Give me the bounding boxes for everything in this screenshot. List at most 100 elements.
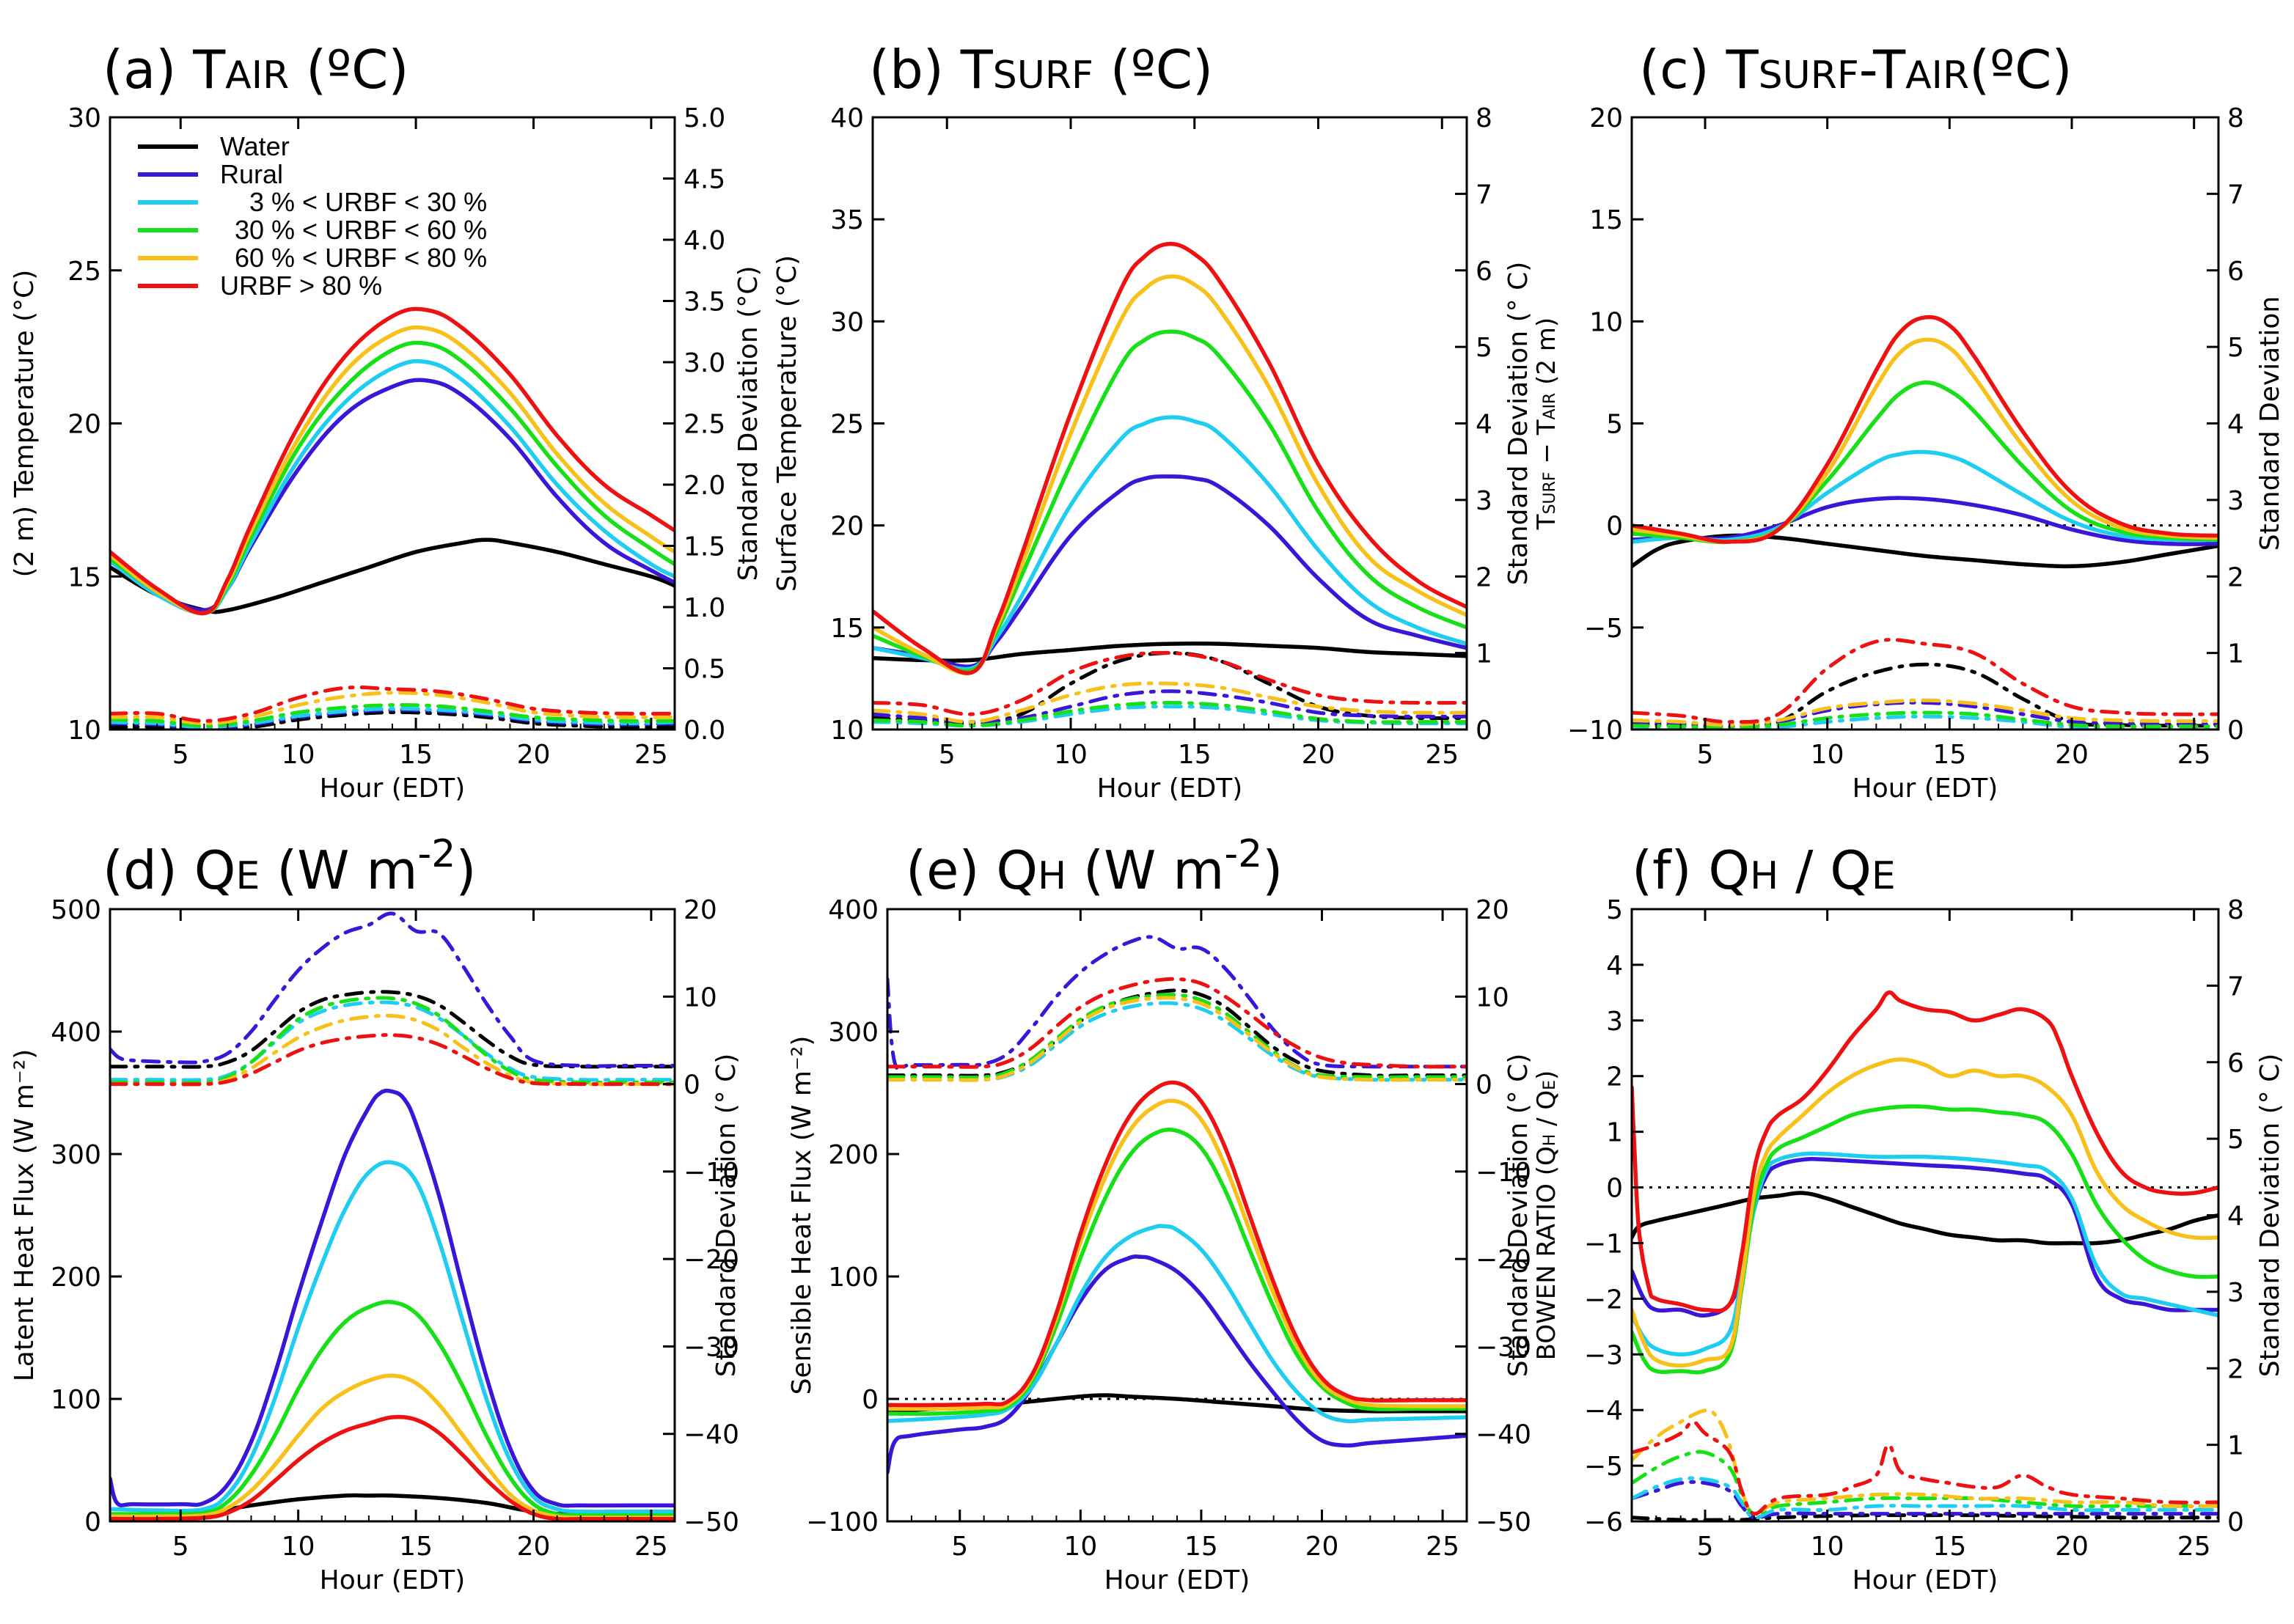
y2-tick-label: 1.5 xyxy=(684,532,725,562)
y-axis-label: TSURF − TAIR (2 m) xyxy=(1532,317,1561,530)
y2-axis-label: Standard Deviation xyxy=(2255,296,2285,551)
y-tick-label: 30 xyxy=(830,307,864,337)
y-axis-label: Latent Heat Flux (W m⁻²) xyxy=(10,1049,40,1382)
x-tick-label: 20 xyxy=(2055,1532,2089,1562)
series-line-water xyxy=(110,537,675,614)
y2-tick-label: −20 xyxy=(1476,1245,1531,1275)
series-line-rural xyxy=(1632,1157,2218,1318)
y2-axis-label: Standard Deviation (° C) xyxy=(1503,1054,1533,1378)
x-tick-label: 15 xyxy=(1932,1532,1966,1562)
series-line-rural-sd xyxy=(887,935,1467,1072)
y2-tick-label: 0 xyxy=(1476,716,1492,746)
y2-tick-label: 2 xyxy=(1476,562,1492,592)
series-line-rural xyxy=(887,1254,1467,1474)
x-tick-label: 10 xyxy=(1054,740,1088,770)
series-line-u30_60 xyxy=(873,329,1467,674)
panel-title-b: (b) TSURF (ºC) xyxy=(869,39,1213,100)
series-line-u3_30-sd xyxy=(1632,714,2218,730)
y-tick-label: 40 xyxy=(830,103,864,133)
y-tick-label: 400 xyxy=(51,1018,101,1048)
y-tick-label: 0 xyxy=(862,1385,879,1415)
y2-tick-label: −10 xyxy=(684,1158,739,1188)
series-group xyxy=(110,911,675,1521)
y2-axis-label: Standard Deviation (° C) xyxy=(2255,1054,2285,1378)
y-tick-label: 30 xyxy=(67,103,101,133)
y2-tick-label: 8 xyxy=(1476,103,1492,133)
x-tick-label: 5 xyxy=(951,1532,968,1562)
series-line-u3_30 xyxy=(1632,449,2218,544)
series-line-u60_80-sd xyxy=(887,996,1467,1082)
y-tick-label: 4 xyxy=(1606,951,1623,981)
y2-tick-label: 3 xyxy=(1476,486,1492,516)
series-line-u80 xyxy=(110,1414,675,1521)
y2-tick-label: 7 xyxy=(2227,971,2244,1002)
x-tick-label: 10 xyxy=(282,1532,315,1562)
y2-tick-label: 0 xyxy=(1476,1070,1492,1101)
series-line-water xyxy=(873,641,1467,663)
y-axis-label: Sensible Heat Flux (W m⁻²) xyxy=(787,1036,817,1395)
x-axis-label: Hour (EDT) xyxy=(1853,774,1998,804)
y2-tick-label: 4.0 xyxy=(684,226,725,256)
series-line-u80 xyxy=(1632,990,2218,1313)
y2-tick-label: 10 xyxy=(1476,982,1509,1013)
y2-tick-label: 7 xyxy=(2227,180,2244,210)
x-axis-label: Hour (EDT) xyxy=(1097,774,1243,804)
y-tick-label: 0 xyxy=(84,1507,101,1537)
plot-frame xyxy=(871,116,1468,731)
x-tick-label: 15 xyxy=(1184,1532,1218,1562)
y2-tick-label: 4 xyxy=(1476,410,1492,440)
y-axis-label: BOWEN RATIO (QH / QE) xyxy=(1532,1070,1561,1361)
x-tick-label: 5 xyxy=(172,1532,189,1562)
series-line-u60_80-sd xyxy=(110,691,675,726)
y2-tick-label: 5 xyxy=(2227,1125,2244,1155)
y2-axis-label: Standard Deviation (°C) xyxy=(733,265,763,581)
y2-tick-label: −30 xyxy=(684,1332,739,1362)
series-group xyxy=(110,306,675,730)
series-line-u60_80 xyxy=(1632,1057,2218,1368)
series-line-u30_60 xyxy=(1632,381,2218,545)
series-line-u3_30 xyxy=(110,1160,675,1514)
y2-tick-label: 2.0 xyxy=(684,471,725,501)
panel-title-d: (d) QE (W m-2) xyxy=(103,832,476,901)
x-tick-label: 20 xyxy=(1305,1532,1339,1562)
y2-tick-label: 10 xyxy=(684,982,717,1013)
y2-tick-label: 8 xyxy=(2227,895,2244,925)
x-tick-label: 5 xyxy=(1697,740,1714,770)
x-tick-label: 20 xyxy=(1302,740,1335,770)
y-tick-label: 500 xyxy=(51,895,101,925)
y2-tick-label: 3.5 xyxy=(684,287,725,317)
series-group xyxy=(1632,990,2218,1521)
y2-tick-label: 2 xyxy=(2227,562,2244,592)
panel-title-f: (f) QH / QE xyxy=(1632,839,1896,901)
y-tick-label: 15 xyxy=(830,614,864,644)
y-tick-label: 2 xyxy=(1606,1062,1623,1092)
y-tick-label: 20 xyxy=(67,410,101,440)
series-line-u80-sd xyxy=(110,685,675,723)
y2-tick-label: 6 xyxy=(2227,257,2244,287)
y-axis-label: Surface Temperature (°C) xyxy=(772,255,802,592)
x-tick-label: 5 xyxy=(1697,1532,1714,1562)
x-tick-label: 25 xyxy=(1425,740,1459,770)
x-tick-label: 15 xyxy=(399,740,433,770)
series-line-u60_80-sd xyxy=(1632,1408,2218,1516)
y-tick-label: 5 xyxy=(1606,410,1623,440)
y2-tick-label: 1.0 xyxy=(684,593,725,623)
x-tick-label: 10 xyxy=(1811,1532,1844,1562)
y2-tick-label: −10 xyxy=(1476,1158,1531,1188)
series-line-water-sd xyxy=(110,710,675,730)
x-tick-label: 15 xyxy=(1932,740,1966,770)
y2-tick-label: 0.0 xyxy=(684,716,725,746)
y-tick-label: −4 xyxy=(1584,1396,1623,1426)
series-line-u3_30 xyxy=(873,415,1467,672)
panel-b: (b) TSURF (ºC)5 10 15 20 2510152025303540012… xyxy=(772,39,1533,804)
x-tick-label: 5 xyxy=(939,740,956,770)
y-tick-label: 0 xyxy=(1606,1174,1623,1204)
panel-title-c: (c) TSURF-TAIR(ºC) xyxy=(1639,39,2073,100)
series-line-u80 xyxy=(887,1080,1467,1408)
series-line-rural-sd xyxy=(110,911,675,1068)
series-line-water-sd xyxy=(110,990,675,1069)
series-line-u80-sd xyxy=(873,650,1467,716)
y2-tick-label: 4.5 xyxy=(684,165,725,195)
x-axis-label: Hour (EDT) xyxy=(320,1565,466,1595)
y-tick-label: 5 xyxy=(1606,895,1623,925)
